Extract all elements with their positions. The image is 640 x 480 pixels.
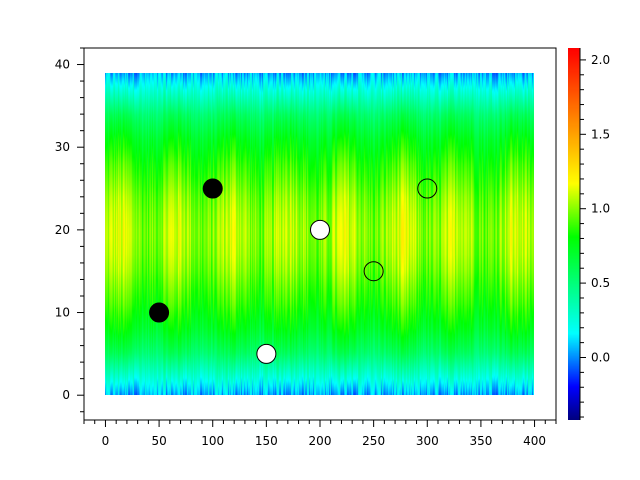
x-tick-label: 150 xyxy=(255,434,278,448)
x-tick-label: 300 xyxy=(416,434,439,448)
colorbar-tick-label: 1.0 xyxy=(591,202,610,216)
colorbar-tick-label: 2.0 xyxy=(591,53,610,67)
y-tick-label: 40 xyxy=(55,58,70,72)
x-tick-label: 350 xyxy=(469,434,492,448)
x-tick-label: 100 xyxy=(201,434,224,448)
x-tick-label: 0 xyxy=(102,434,110,448)
x-tick-label: 250 xyxy=(362,434,385,448)
data-marker xyxy=(256,343,277,364)
data-marker xyxy=(363,261,384,282)
x-tick-label: 50 xyxy=(151,434,166,448)
colorbar-tick-label: 1.5 xyxy=(591,127,610,141)
x-tick-label: 400 xyxy=(523,434,546,448)
data-marker xyxy=(202,178,223,199)
y-tick-label: 20 xyxy=(55,223,70,237)
colorbar-tick-label: 0.5 xyxy=(591,276,610,290)
colorbar-tick-label: 0.0 xyxy=(591,351,610,365)
colorbar-gradient xyxy=(568,48,580,420)
data-marker xyxy=(149,302,170,323)
y-tick-label: 10 xyxy=(55,306,70,320)
y-tick-label: 30 xyxy=(55,140,70,154)
data-marker xyxy=(310,219,330,240)
x-tick-label: 200 xyxy=(309,434,332,448)
y-tick-label: 0 xyxy=(62,388,70,402)
data-marker xyxy=(417,178,438,199)
